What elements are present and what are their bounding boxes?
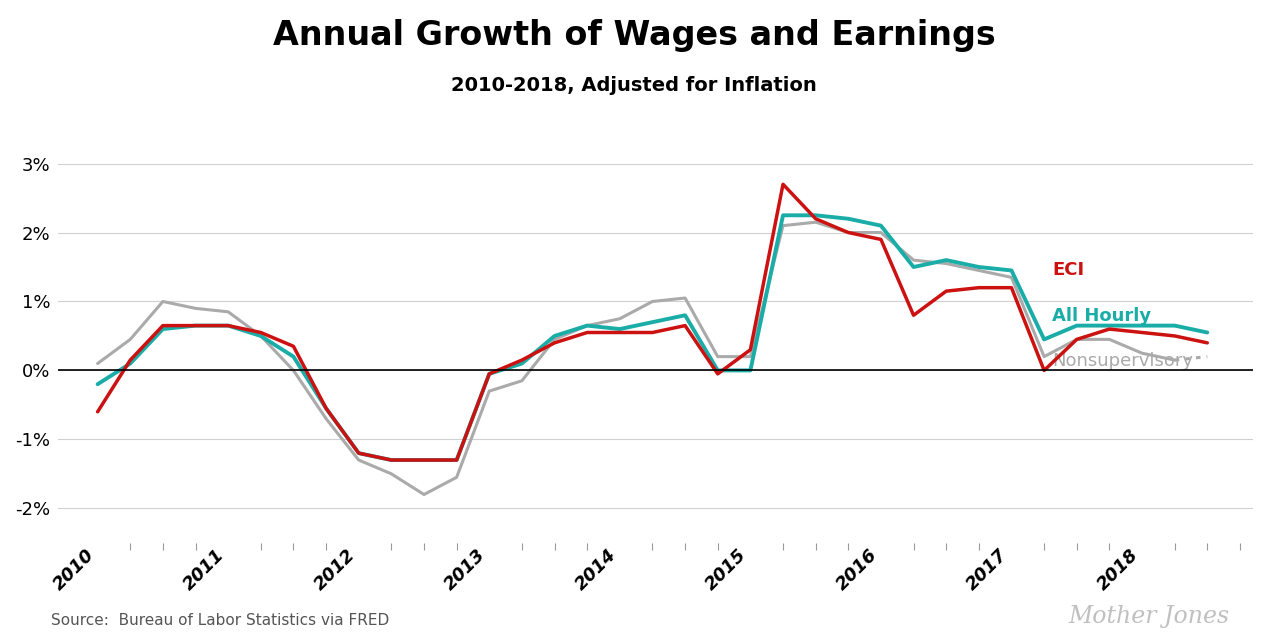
Text: Mother Jones: Mother Jones [1069,605,1230,628]
Text: All Hourly: All Hourly [1052,307,1151,325]
Text: Source:  Bureau of Labor Statistics via FRED: Source: Bureau of Labor Statistics via F… [51,612,389,628]
Text: 2010-2018, Adjusted for Inflation: 2010-2018, Adjusted for Inflation [451,76,817,95]
Text: ECI: ECI [1052,261,1084,280]
Text: Nonsupervisory: Nonsupervisory [1052,353,1193,370]
Text: Annual Growth of Wages and Earnings: Annual Growth of Wages and Earnings [273,19,995,52]
